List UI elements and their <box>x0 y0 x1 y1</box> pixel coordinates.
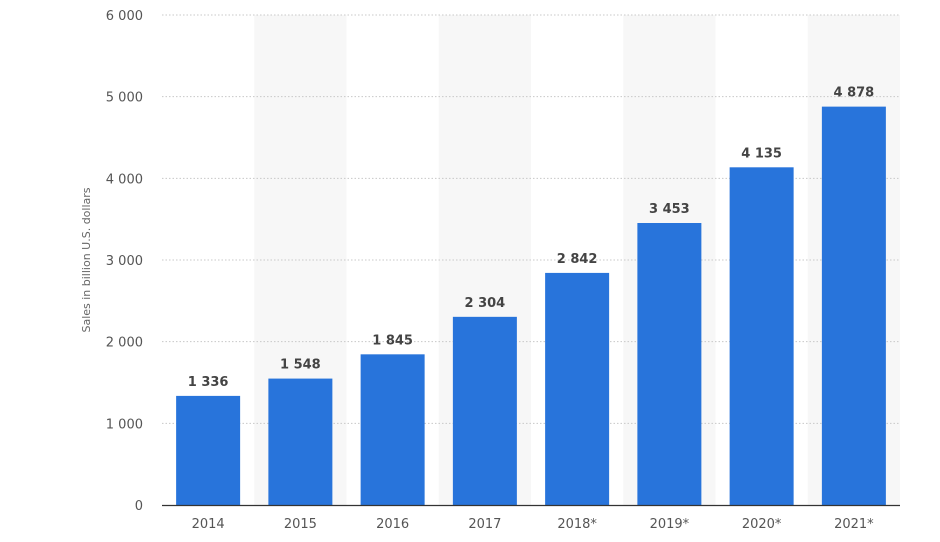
bar-2017[interactable] <box>452 316 517 505</box>
x-tick-label-2019*: 2019* <box>650 517 690 532</box>
x-tick-label-2015: 2015 <box>284 517 317 532</box>
data-label-2016: 1 845 <box>372 333 413 348</box>
x-tick-label-2014: 2014 <box>192 517 225 532</box>
bars <box>176 106 886 505</box>
y-axis-ticks: 0 1 000 2 000 3 000 4 000 5 000 6 000 <box>106 9 143 514</box>
data-label-2014: 1 336 <box>188 375 229 390</box>
y-tick-label: 0 <box>135 499 143 514</box>
y-tick-label: 5 000 <box>106 91 143 106</box>
data-label-2020*: 4 135 <box>741 146 782 161</box>
data-label-2019*: 3 453 <box>649 202 690 217</box>
bar-2014[interactable] <box>176 395 241 505</box>
bar-2016[interactable] <box>360 354 425 505</box>
x-tick-label-2018*: 2018* <box>557 517 597 532</box>
x-axis-ticks: 2014 2015 2016 2017 2018* 2019* 2020* 2021* <box>192 517 875 532</box>
data-label-2015: 1 548 <box>280 358 321 373</box>
x-tick-label-2020*: 2020* <box>742 517 782 532</box>
bar-2018*[interactable] <box>545 272 610 505</box>
data-labels: 1 336 1 548 1 845 2 304 2 842 3 453 4 135 4 878 <box>188 86 874 390</box>
bar-2020*[interactable] <box>729 167 794 505</box>
x-tick-label-2021*: 2021* <box>834 517 874 532</box>
x-tick-label-2017: 2017 <box>468 517 501 532</box>
bar-2019*[interactable] <box>637 223 702 505</box>
y-axis-title: Sales in billion U.S. dollars <box>80 187 93 332</box>
bar-2015[interactable] <box>268 378 333 505</box>
data-label-2018*: 2 842 <box>557 252 598 267</box>
y-tick-label: 6 000 <box>106 9 143 24</box>
y-tick-label: 2 000 <box>106 336 143 351</box>
x-tick-label-2016: 2016 <box>376 517 409 532</box>
data-label-2021*: 4 878 <box>834 86 875 101</box>
data-label-2017: 2 304 <box>465 296 506 311</box>
y-tick-label: 1 000 <box>106 417 143 432</box>
y-tick-label: 4 000 <box>106 172 143 187</box>
bar-2021*[interactable] <box>821 106 886 505</box>
y-tick-label: 3 000 <box>106 254 143 269</box>
